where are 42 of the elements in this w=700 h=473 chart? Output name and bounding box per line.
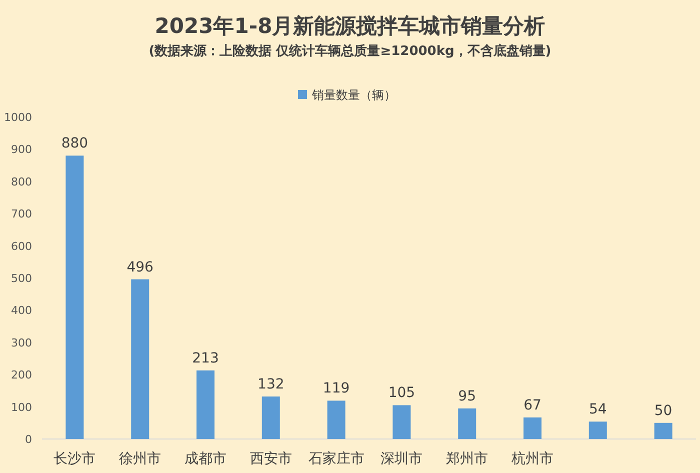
x-tick-label: 石家庄市 [308, 451, 364, 467]
chart-title: 2023年1-8月新能源搅拌车城市销量分析 [154, 14, 546, 38]
bar [131, 279, 150, 439]
y-tick-label: 0 [25, 433, 32, 446]
y-tick-label: 1000 [4, 111, 32, 124]
bar [66, 156, 84, 439]
x-tick-label: 杭州市 [510, 451, 554, 467]
x-tick-label: 成都市 [184, 451, 226, 467]
y-tick-label: 100 [11, 400, 32, 414]
bar [588, 422, 607, 439]
data-label: 880 [61, 136, 88, 152]
y-tick-label: 200 [11, 368, 32, 382]
legend-label: 销量数量（辆） [311, 88, 396, 102]
data-label: 95 [458, 388, 476, 404]
bar [458, 408, 476, 439]
bar [654, 422, 672, 439]
data-label: 67 [524, 397, 542, 414]
data-label: 119 [322, 380, 350, 397]
x-tick-label: 西安市 [250, 451, 292, 467]
x-tick-label: 长沙市 [54, 451, 96, 467]
x-tick-label: 郑州市 [446, 451, 488, 467]
data-label: 54 [588, 402, 607, 418]
y-tick-label: 800 [11, 175, 32, 188]
bar [524, 417, 542, 439]
data-label: 132 [258, 376, 284, 392]
bar [196, 370, 214, 439]
y-tick-label: 900 [11, 143, 32, 156]
chart-subtitle: (数据来源：上险数据 仅统计车辆总质量≥12000kg，不含底盘销量) [148, 43, 552, 59]
x-tick-label: 深圳市 [380, 451, 423, 467]
y-tick-label: 600 [11, 240, 32, 253]
bar [327, 400, 346, 439]
bar [392, 405, 411, 439]
y-tick-label: 700 [11, 208, 32, 221]
data-label: 213 [192, 350, 219, 366]
data-label: 50 [654, 402, 672, 419]
x-tick-label: 徐州市 [119, 451, 162, 467]
y-tick-label: 400 [11, 304, 32, 318]
data-label: 496 [126, 259, 154, 276]
bar [262, 396, 280, 439]
data-label: 105 [388, 385, 416, 402]
y-tick-label: 500 [11, 272, 32, 285]
y-tick-label: 300 [11, 336, 32, 350]
